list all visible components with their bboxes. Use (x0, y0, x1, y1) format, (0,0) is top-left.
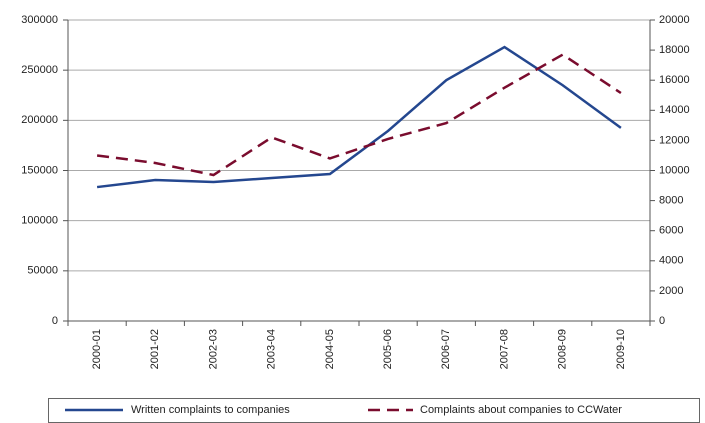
y2-tick-label: 0 (659, 315, 665, 327)
y-tick-label: 250000 (21, 64, 58, 76)
legend-label: Complaints about companies to CCWater (420, 404, 622, 416)
y-tick-label: 100000 (21, 215, 58, 227)
x-tick-label: 2004-05 (324, 329, 336, 369)
y2-tick-label: 20000 (659, 14, 690, 26)
legend-label: Written complaints to companies (131, 404, 290, 416)
x-tick-label: 2006-07 (440, 329, 452, 369)
y2-tick-label: 4000 (659, 255, 683, 267)
y2-tick-label: 14000 (659, 104, 690, 116)
y2-tick-label: 6000 (659, 225, 683, 237)
x-tick-label: 2001-02 (149, 329, 161, 369)
x-tick-label: 2009-10 (615, 329, 627, 369)
y2-tick-label: 16000 (659, 74, 690, 86)
y2-tick-label: 2000 (659, 285, 683, 297)
x-tick-label: 2000-01 (91, 329, 103, 369)
y2-tick-label: 10000 (659, 164, 690, 176)
y2-tick-label: 8000 (659, 195, 683, 207)
y-tick-label: 200000 (21, 114, 58, 126)
y-tick-label: 50000 (27, 265, 58, 277)
y2-tick-label: 12000 (659, 134, 690, 146)
series-line (96, 45, 622, 189)
y2-tick-label: 18000 (659, 44, 690, 56)
x-tick-label: 2005-06 (382, 329, 394, 369)
y-tick-label: 0 (52, 315, 58, 327)
x-tick-label: 2003-04 (266, 329, 278, 369)
y-tick-label: 150000 (21, 164, 58, 176)
x-tick-label: 2008-09 (557, 329, 569, 369)
x-tick-label: 2002-03 (207, 329, 219, 369)
x-tick-label: 2007-08 (498, 329, 510, 369)
y-tick-label: 300000 (21, 14, 58, 26)
